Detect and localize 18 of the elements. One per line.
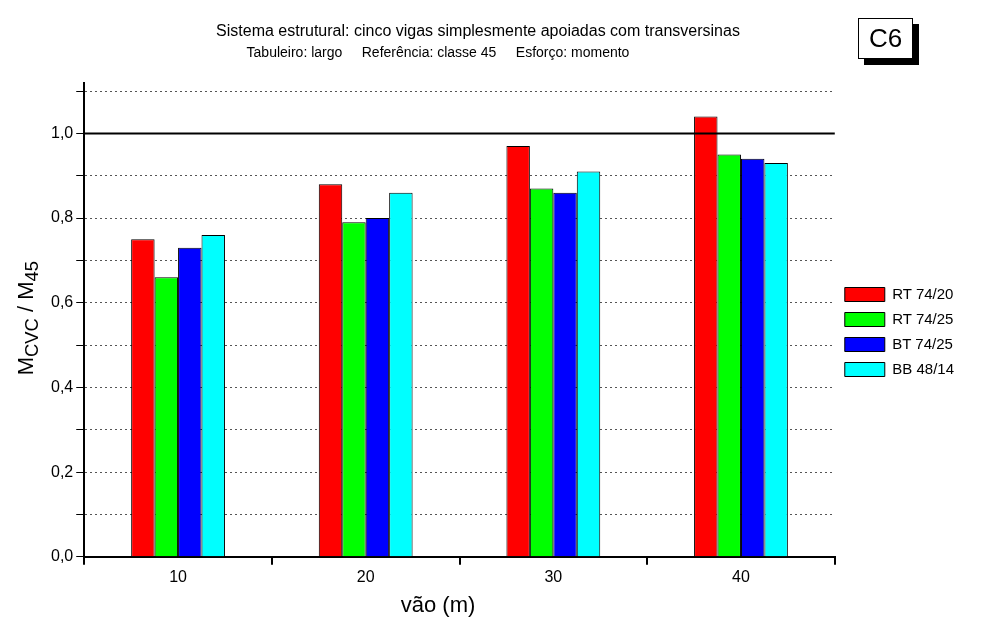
x-axis-title: vão (m) — [399, 592, 477, 618]
x-tick-label: 20 — [356, 567, 375, 585]
y-tick-label: 0,8 — [50, 208, 74, 226]
legend-label: BB 48/14 — [892, 359, 954, 377]
chart-title: Sistema estrutural: cinco vigas simplesmente apoiadas com transversinas — [216, 22, 740, 39]
legend-label: BT 74/25 — [892, 334, 953, 352]
chart-subtitle: Tabuleiro: largo Referência: classe 45 Esforço: momento — [245, 44, 631, 60]
y-tick-label: 0,2 — [50, 462, 74, 480]
x-tick-label: 30 — [544, 567, 563, 585]
x-tick-label: 10 — [169, 567, 188, 585]
y-tick-label: 0,4 — [50, 377, 74, 395]
y-tick-label: 0,6 — [50, 293, 74, 311]
legend-label: RT 74/25 — [892, 309, 954, 327]
y-tick-label: 0,0 — [50, 547, 74, 565]
x-tick-label: 40 — [732, 567, 750, 585]
text: C6 — [858, 18, 914, 59]
legend-label: RT 74/20 — [892, 284, 954, 302]
y-tick-label: 1,0 — [50, 123, 74, 141]
